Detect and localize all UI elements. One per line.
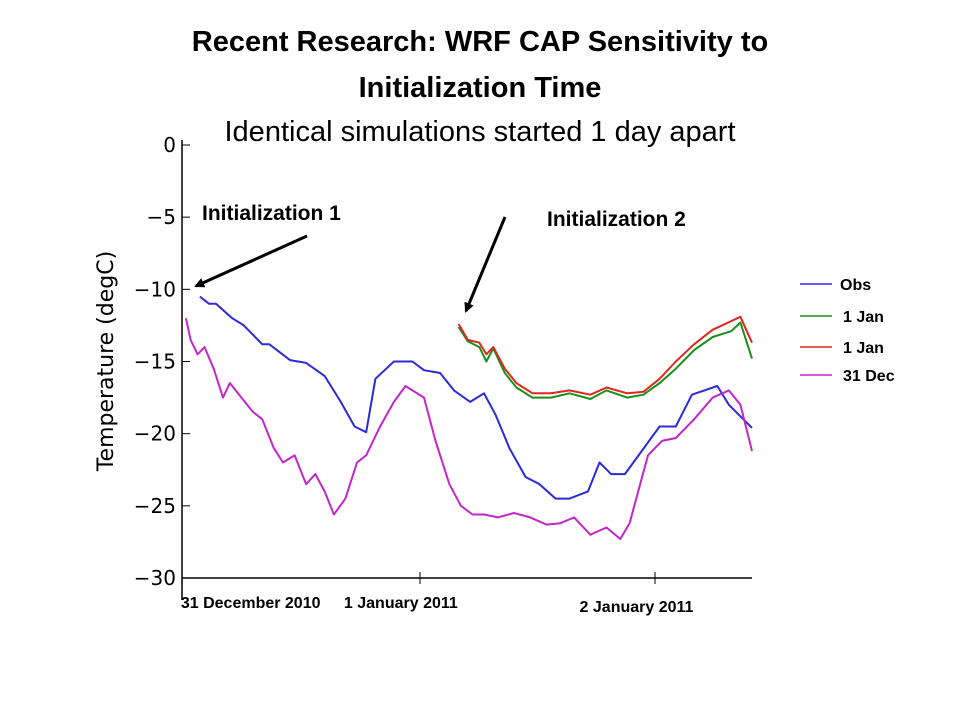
series-line-1 bbox=[199, 295, 753, 500]
x-date-label: 1 January 2011 bbox=[344, 595, 458, 612]
series-line-4 bbox=[185, 317, 753, 540]
initialization-1-label: Initialization 1 bbox=[202, 202, 341, 225]
initialization-2-arrow bbox=[464, 216, 507, 313]
y-tick-label: −10 bbox=[134, 277, 176, 301]
y-tick-label: −15 bbox=[134, 350, 176, 374]
x-date-label: 2 January 2011 bbox=[580, 599, 694, 616]
initialization-2-label: Initialization 2 bbox=[547, 208, 686, 231]
legend: Obs 1 Jan 1 Jan 31 Dec bbox=[800, 277, 895, 385]
legend-label: 1 Jan bbox=[843, 340, 884, 357]
slide-subtitle: Identical simulations started 1 day apar… bbox=[224, 116, 736, 148]
y-tick-label: −5 bbox=[147, 205, 176, 229]
slide-title-line2: Initialization Time bbox=[358, 72, 602, 104]
initialization-1-arrow bbox=[194, 234, 308, 288]
legend-label: Obs bbox=[840, 277, 871, 294]
legend-label: 31 Dec bbox=[843, 368, 895, 385]
series-line-2 bbox=[457, 321, 753, 400]
x-date-label: 31 December 2010 bbox=[181, 595, 321, 612]
legend-label: 1 Jan bbox=[843, 309, 884, 326]
y-tick-label: −30 bbox=[134, 566, 176, 590]
y-tick-label: 0 bbox=[163, 133, 176, 157]
slide-title-line1: Recent Research: WRF CAP Sensitivity to bbox=[191, 26, 769, 58]
y-tick-label: −25 bbox=[134, 494, 176, 518]
y-axis-label: Temperature (degC) bbox=[94, 251, 119, 472]
y-tick-label: −20 bbox=[134, 422, 176, 446]
series-line-3 bbox=[457, 315, 753, 396]
